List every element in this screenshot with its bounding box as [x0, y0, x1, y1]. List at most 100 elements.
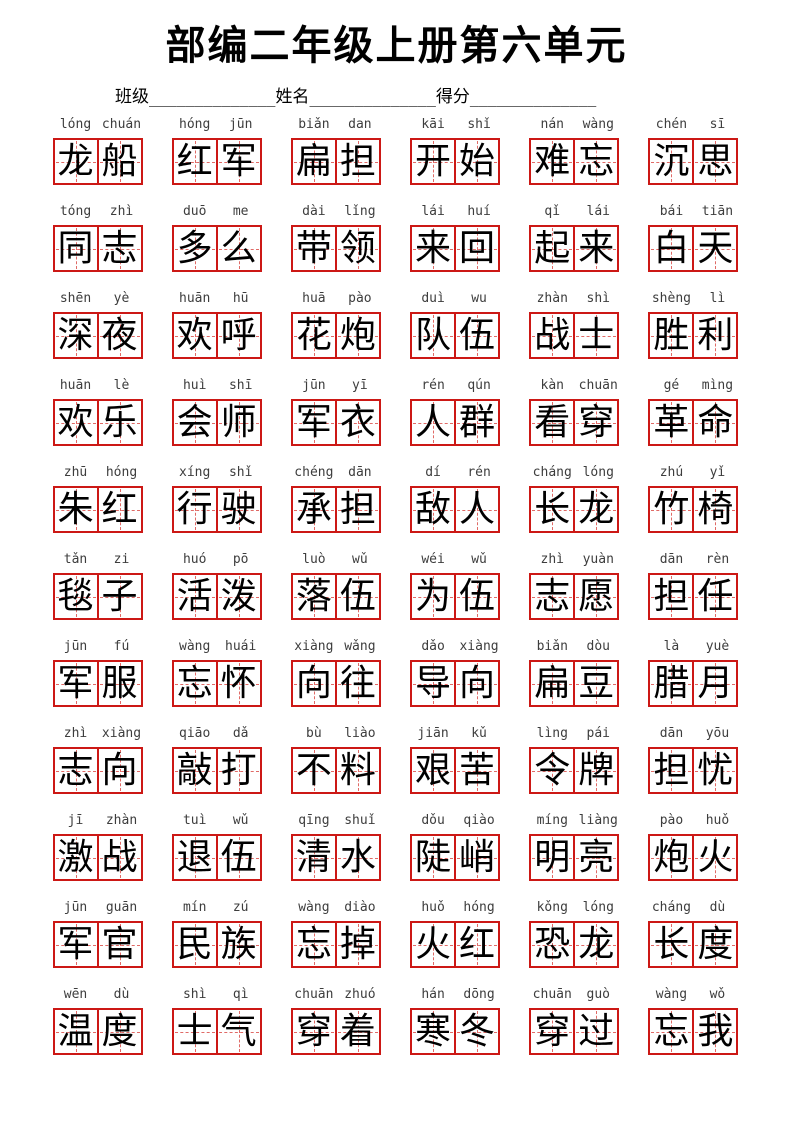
pinyin-row: xíng shǐ — [172, 465, 264, 486]
character: 扁 — [534, 662, 571, 704]
pinyin-syllable: rén — [467, 465, 491, 480]
tianzige-cell: 群 — [454, 399, 501, 446]
character: 衣 — [339, 401, 376, 443]
character: 民 — [176, 923, 213, 965]
character: 恐 — [534, 923, 571, 965]
tianzige-pair: 担任 — [648, 573, 740, 620]
tianzige-cell: 担 — [648, 747, 695, 794]
word-group: wàng wǒ 忘我 — [648, 987, 740, 1055]
page-title: 部编二年级上册第六单元 — [165, 22, 628, 69]
character: 担 — [339, 140, 376, 182]
tianzige-pair: 敌人 — [410, 486, 502, 533]
word-group: kāi shǐ 开始 — [410, 117, 502, 185]
pinyin-row: gé mìng — [648, 378, 740, 399]
pinyin-syllable: lǐng — [344, 204, 376, 219]
word-group: hóng jūn 红军 — [171, 117, 264, 185]
character: 么 — [220, 227, 257, 269]
word-group: chuān zhuó 穿着 — [290, 987, 383, 1055]
tianzige-cell: 呼 — [215, 312, 262, 359]
word-group: wēn dù 温度 — [52, 987, 145, 1055]
character: 忘 — [578, 140, 615, 182]
character: 竹 — [653, 488, 690, 530]
word-group: jiān kǔ 艰苦 — [410, 726, 502, 794]
tianzige-cell: 么 — [215, 225, 262, 272]
character: 看 — [534, 401, 571, 443]
word-group: cháng lóng 长龙 — [529, 465, 621, 533]
tianzige-pair: 朱红 — [52, 486, 145, 533]
tianzige-cell: 难 — [529, 138, 576, 185]
pinyin-syllable: mìng — [701, 378, 734, 393]
pinyin-syllable: huān — [59, 378, 92, 393]
tianzige-pair: 深夜 — [52, 312, 145, 359]
word-group: dān rèn 担任 — [648, 552, 740, 620]
word-group: gé mìng 革命 — [648, 378, 740, 446]
word-group: qīng shuǐ 清水 — [290, 813, 383, 881]
tianzige-cell: 度 — [96, 1008, 143, 1055]
character: 带 — [295, 227, 332, 269]
word-group: jūn fú 军服 — [52, 639, 145, 707]
word-group: shēn yè 深夜 — [52, 291, 145, 359]
pinyin-syllable: lóng — [59, 117, 92, 132]
pinyin-syllable: guān — [105, 900, 138, 915]
character: 忘 — [176, 662, 213, 704]
character: 掉 — [339, 923, 376, 965]
tianzige-cell: 官 — [96, 921, 143, 968]
tianzige-cell: 队 — [410, 312, 457, 359]
character: 伍 — [339, 575, 376, 617]
tianzige-cell: 担 — [334, 486, 381, 533]
word-group: lóng chuán 龙船 — [52, 117, 145, 185]
pinyin-syllable: huí — [467, 204, 491, 219]
pinyin-syllable: huì — [182, 378, 207, 393]
pinyin-syllable: wēn — [63, 987, 88, 1002]
character: 令 — [534, 749, 571, 791]
character: 穿 — [578, 401, 615, 443]
pinyin-syllable: dǎo — [421, 639, 445, 654]
character: 思 — [697, 140, 734, 182]
character: 人 — [415, 401, 452, 443]
word-group: tuì wǔ 退伍 — [171, 813, 264, 881]
pinyin-row: huó pō — [172, 552, 264, 573]
pinyin-syllable: tiān — [701, 204, 734, 219]
character: 忧 — [697, 749, 734, 791]
pinyin-syllable: dān — [659, 552, 684, 567]
word-group: bù liào 不料 — [290, 726, 383, 794]
pinyin-syllable: chuān — [578, 378, 618, 393]
pinyin-syllable: guò — [586, 987, 610, 1002]
character: 激 — [57, 836, 94, 878]
character: 火 — [415, 923, 452, 965]
character: 水 — [339, 836, 376, 878]
pinyin-row: wàng diào — [291, 900, 383, 921]
tianzige-pair: 军衣 — [290, 399, 383, 446]
pinyin-syllable: gé — [663, 378, 680, 393]
character: 服 — [101, 662, 138, 704]
character: 志 — [57, 749, 94, 791]
character: 不 — [295, 749, 332, 791]
character: 多 — [176, 227, 213, 269]
word-group: tóng zhì 同志 — [52, 204, 145, 272]
pinyin-syllable: rén — [421, 378, 445, 393]
pinyin-syllable: yǐ — [709, 465, 726, 480]
character: 向 — [101, 749, 138, 791]
pinyin-row: qiāo dǎ — [172, 726, 264, 747]
word-group: duì wu 队伍 — [410, 291, 502, 359]
tianzige-pair: 同志 — [52, 225, 145, 272]
tianzige-cell: 始 — [454, 138, 501, 185]
tianzige-cell: 战 — [96, 834, 143, 881]
pinyin-syllable: wàng — [655, 987, 688, 1002]
pinyin-row: nán wàng — [529, 117, 621, 138]
tianzige-pair: 来回 — [410, 225, 502, 272]
tianzige-cell: 陡 — [410, 834, 457, 881]
character: 天 — [697, 227, 734, 269]
character: 穿 — [295, 1010, 332, 1052]
word-row: jī zhàn 激战 tuì wǔ 退伍 qīng shuǐ 清水 dǒu qiào 陡峭 míng li… — [52, 813, 741, 881]
pinyin-syllable: lóng — [582, 900, 614, 915]
character: 沉 — [653, 140, 690, 182]
tianzige-cell: 军 — [52, 921, 99, 968]
tianzige-pair: 令牌 — [529, 747, 621, 794]
tianzige-pair: 多么 — [171, 225, 264, 272]
character: 忘 — [295, 923, 332, 965]
tianzige-cell: 朱 — [52, 486, 99, 533]
pinyin-row: shì qì — [172, 987, 264, 1008]
character: 会 — [176, 401, 213, 443]
pinyin-row: cháng dù — [648, 900, 740, 921]
